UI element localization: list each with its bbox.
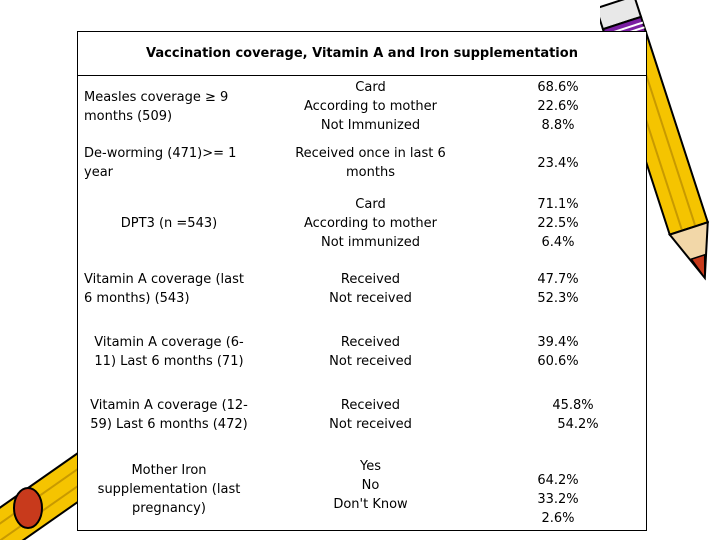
table-row: Vitamin A coverage (12- 59) Last 6 months…	[78, 383, 646, 447]
status-cell: Yes No Don't Know	[333, 459, 408, 512]
table-row: Vitamin A coverage (last 6 months) (543) …	[78, 258, 646, 320]
value-cell: 39.4% 60.6%	[537, 334, 579, 369]
table-row: DPT3 (n =543) Card According to mother Not…	[78, 188, 646, 258]
table-row: Mother Iron supplementation (last pregnanc…	[78, 447, 646, 532]
status-cell: Received once in last 6 months	[295, 146, 446, 180]
value-cell: 71.1% 22.5% 6.4%	[537, 196, 579, 250]
indicator-cell: Vitamin A coverage (last 6 months) (543)	[84, 272, 244, 306]
coverage-table: Vaccination coverage, Vitamin A and Iron…	[77, 31, 647, 531]
indicator-cell: Mother Iron supplementation (last pregnanc…	[97, 463, 241, 516]
status-cell: Received Not received	[329, 272, 412, 306]
indicator-cell: De-worming (471)>= 1 year	[84, 146, 237, 180]
status-cell: Received Not received	[329, 398, 412, 432]
indicator-cell: DPT3 (n =543)	[120, 215, 218, 231]
status-cell: Received Not received	[329, 334, 412, 369]
table-row: De-worming (471)>= 1 year Received once i…	[78, 138, 646, 188]
value-cell: 64.2% 33.2% 2.6%	[537, 473, 579, 526]
value-cell: 68.6% 22.6% 8.8%	[537, 80, 579, 133]
status-cell: Card According to mother Not Immunized	[304, 80, 437, 133]
value-cell: 47.7% 52.3%	[537, 272, 579, 306]
status-cell: Card According to mother Not immunized	[304, 196, 437, 250]
value-cell: 23.4%	[537, 155, 579, 171]
table-title: Vaccination coverage, Vitamin A and Iron…	[78, 32, 646, 76]
table-row: Measles coverage ≥ 9 months (509) Card Acc…	[78, 75, 646, 138]
indicator-cell: Measles coverage ≥ 9 months (509)	[84, 89, 229, 124]
indicator-cell: Vitamin A coverage (6- 11) Last 6 months …	[94, 334, 244, 369]
table-row: Vitamin A coverage (6- 11) Last 6 months …	[78, 320, 646, 383]
value-cell: 45.8% 54.2%	[552, 398, 599, 432]
indicator-cell: Vitamin A coverage (12- 59) Last 6 months…	[90, 398, 248, 432]
